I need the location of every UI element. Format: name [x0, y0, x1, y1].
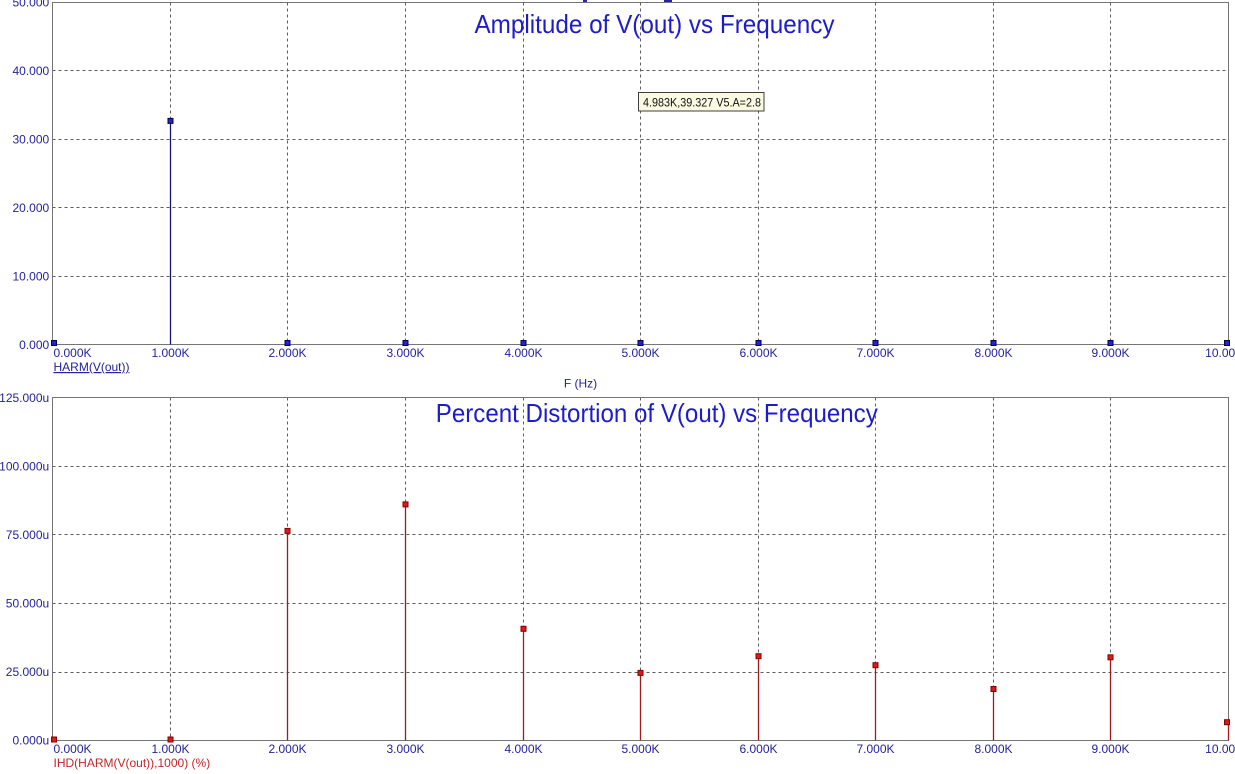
svg-text:4.000K: 4.000K [504, 742, 542, 756]
svg-text:5.000K: 5.000K [621, 742, 659, 756]
svg-text:IHD(HARM(V(out)),1000) (%): IHD(HARM(V(out)),1000) (%) [54, 756, 211, 770]
svg-text:10.000K: 10.000K [1205, 346, 1235, 360]
svg-text:0.000: 0.000 [19, 338, 49, 352]
svg-text:0.000K: 0.000K [54, 742, 92, 756]
svg-text:30.000: 30.000 [12, 132, 49, 146]
svg-text:3.000K: 3.000K [386, 742, 424, 756]
svg-text:8.000K: 8.000K [974, 742, 1012, 756]
svg-text:20.000: 20.000 [12, 201, 49, 215]
svg-text:7.000K: 7.000K [856, 346, 894, 360]
svg-text:2.000K: 2.000K [268, 346, 306, 360]
svg-text:2.000K: 2.000K [268, 742, 306, 756]
svg-text:HARM(V(out)): HARM(V(out)) [54, 360, 130, 374]
svg-text:8.000K: 8.000K [974, 346, 1012, 360]
svg-text:Amplitude of V(out) vs Frequen: Amplitude of V(out) vs Frequency [475, 9, 835, 39]
svg-text:6.000K: 6.000K [739, 742, 777, 756]
svg-text:5.000K: 5.000K [621, 346, 659, 360]
svg-text:0.000u: 0.000u [12, 733, 49, 747]
svg-text:9.000K: 9.000K [1091, 742, 1129, 756]
svg-text:4.983K,39.327 V5.A=2.8: 4.983K,39.327 V5.A=2.8 [643, 95, 761, 109]
svg-text:75.000u: 75.000u [6, 528, 49, 542]
svg-text:100.000u: 100.000u [0, 460, 49, 474]
svg-text:50.000u: 50.000u [6, 596, 49, 610]
svg-text:0.000K: 0.000K [54, 346, 92, 360]
svg-text:1.000K: 1.000K [151, 742, 189, 756]
svg-text:F (Hz): F (Hz) [564, 377, 597, 391]
svg-text:3.000K: 3.000K [386, 346, 424, 360]
svg-text:6.000K: 6.000K [739, 346, 777, 360]
svg-text:50.000: 50.000 [12, 0, 49, 9]
svg-text:4.000K: 4.000K [504, 346, 542, 360]
svg-text:9.000K: 9.000K [1091, 346, 1129, 360]
svg-text:40.000: 40.000 [12, 64, 49, 78]
svg-text:1.000K: 1.000K [151, 346, 189, 360]
svg-text:10.000: 10.000 [12, 269, 49, 283]
svg-text:10.000K: 10.000K [1205, 742, 1235, 756]
svg-text:7.000K: 7.000K [856, 742, 894, 756]
svg-text:125.000u: 125.000u [0, 391, 49, 405]
svg-text:Percent Distortion of V(out) v: Percent Distortion of V(out) vs Frequenc… [436, 398, 878, 428]
svg-text:25.000u: 25.000u [6, 665, 49, 679]
